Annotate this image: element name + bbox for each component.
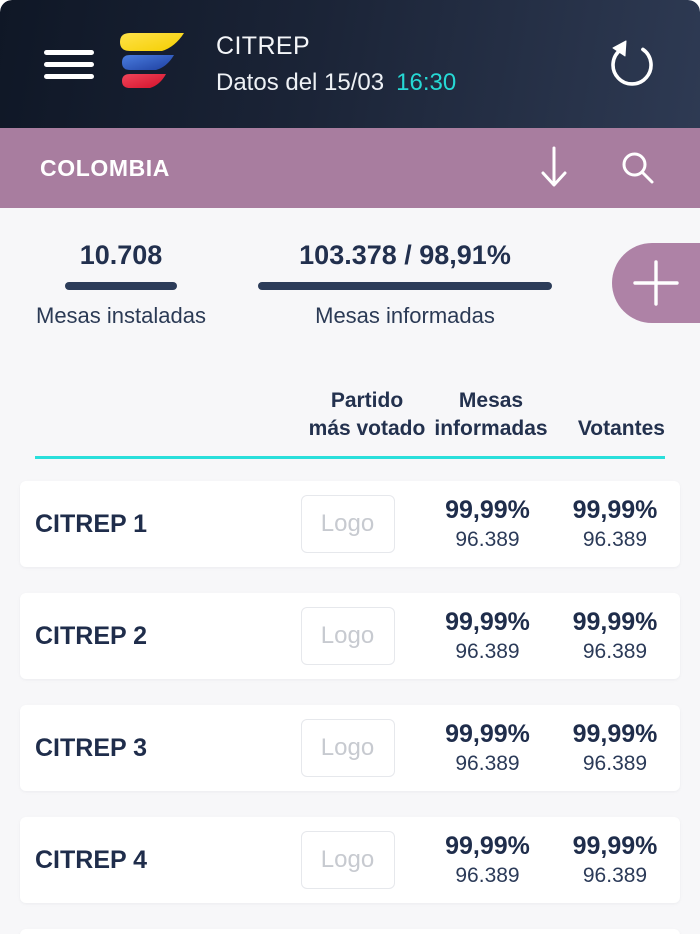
cell-votantes: 99,99% 96.389 bbox=[550, 496, 680, 552]
search-icon[interactable] bbox=[620, 150, 656, 186]
row-title: CITREP 2 bbox=[35, 621, 148, 650]
mesas-count: 96.389 bbox=[455, 528, 520, 552]
cell-votantes: 99,99% 96.389 bbox=[550, 720, 680, 776]
stat-label: Mesas informadas bbox=[315, 303, 495, 328]
stat-value: 10.708 bbox=[79, 240, 163, 270]
cell-votantes: 99,99% 96.389 bbox=[550, 832, 680, 888]
party-logo-placeholder: Logo bbox=[300, 719, 395, 778]
table-row[interactable]: CITREP 2 Logo 99,99% 96.389 99,99% 96.38… bbox=[20, 593, 680, 680]
row-title: CITREP 1 bbox=[35, 509, 148, 538]
column-header-votantes: Votantes bbox=[577, 416, 665, 440]
stat-label: Mesas instaladas bbox=[36, 303, 206, 328]
mesas-count: 96.389 bbox=[455, 752, 520, 776]
votantes-pct: 99,99% bbox=[572, 496, 658, 525]
stats-summary: 10.708 Mesas instaladas 103.378 / 98,91%… bbox=[0, 208, 700, 355]
app-header: CITREP Datos del 15/03 16:30 bbox=[0, 0, 700, 128]
stat-underline bbox=[65, 282, 177, 290]
cell-mesas-informadas: 99,99% 96.389 bbox=[425, 720, 550, 776]
table-header: Partido más votado Mesas informadas Vota… bbox=[35, 363, 665, 460]
data-timestamp: Datos del 15/03 16:30 bbox=[216, 69, 456, 97]
cell-mesas-informadas: 99,99% 96.389 bbox=[425, 608, 550, 664]
row-title: CITREP 3 bbox=[35, 733, 148, 762]
refresh-icon[interactable] bbox=[606, 38, 658, 90]
column-header-mesas: Mesas informadas bbox=[434, 389, 548, 440]
mesas-pct: 99,99% bbox=[445, 832, 530, 861]
menu-icon[interactable] bbox=[44, 49, 94, 79]
add-button[interactable] bbox=[612, 243, 700, 323]
stat-mesas-instaladas: 10.708 Mesas instaladas bbox=[33, 240, 209, 329]
table-row[interactable]: CITREP 1 Logo 99,99% 96.389 99,99% 96.38… bbox=[20, 481, 680, 568]
plus-icon bbox=[633, 260, 679, 306]
stat-underline bbox=[258, 282, 552, 290]
table-row-partial bbox=[20, 929, 680, 934]
page-title: CITREP bbox=[216, 31, 311, 60]
data-time-label: 16:30 bbox=[396, 68, 457, 96]
column-header-partido: Partido más votado bbox=[308, 389, 426, 440]
region-bar: COLOMBIA bbox=[0, 128, 700, 208]
votantes-pct: 99,99% bbox=[572, 608, 658, 637]
votantes-count: 96.389 bbox=[582, 528, 648, 552]
cell-mesas-informadas: 99,99% 96.389 bbox=[425, 832, 550, 888]
cell-votantes: 99,99% 96.389 bbox=[550, 608, 680, 664]
party-logo-placeholder: Logo bbox=[300, 495, 395, 554]
party-logo-placeholder: Logo bbox=[300, 607, 395, 666]
stat-value: 103.378 / 98,91% bbox=[299, 240, 511, 270]
header-titles: CITREP Datos del 15/03 16:30 bbox=[216, 32, 456, 97]
mesas-pct: 99,99% bbox=[445, 608, 530, 637]
download-icon[interactable] bbox=[540, 145, 568, 191]
party-logo-placeholder: Logo bbox=[300, 831, 395, 890]
mesas-count: 96.389 bbox=[455, 864, 520, 888]
mesas-pct: 99,99% bbox=[445, 720, 530, 749]
cell-mesas-informadas: 99,99% 96.389 bbox=[425, 496, 550, 552]
votantes-count: 96.389 bbox=[582, 640, 648, 664]
mesas-count: 96.389 bbox=[455, 640, 520, 664]
region-label: COLOMBIA bbox=[40, 154, 171, 181]
votantes-count: 96.389 bbox=[582, 752, 648, 776]
mesas-pct: 99,99% bbox=[445, 496, 530, 525]
votantes-pct: 99,99% bbox=[572, 720, 658, 749]
table-row[interactable]: CITREP 4 Logo 99,99% 96.389 99,99% 96.38… bbox=[20, 817, 680, 904]
data-date-label: Datos del 15/03 bbox=[216, 68, 385, 96]
stat-mesas-informadas: 103.378 / 98,91% Mesas informadas bbox=[258, 240, 552, 329]
row-title: CITREP 4 bbox=[35, 845, 148, 874]
votantes-count: 96.389 bbox=[582, 864, 648, 888]
colombia-flag-logo-icon bbox=[120, 33, 184, 88]
results-list: CITREP 1 Logo 99,99% 96.389 99,99% 96.38… bbox=[0, 459, 700, 934]
votantes-pct: 99,99% bbox=[572, 832, 658, 861]
table-row[interactable]: CITREP 3 Logo 99,99% 96.389 99,99% 96.38… bbox=[20, 705, 680, 792]
